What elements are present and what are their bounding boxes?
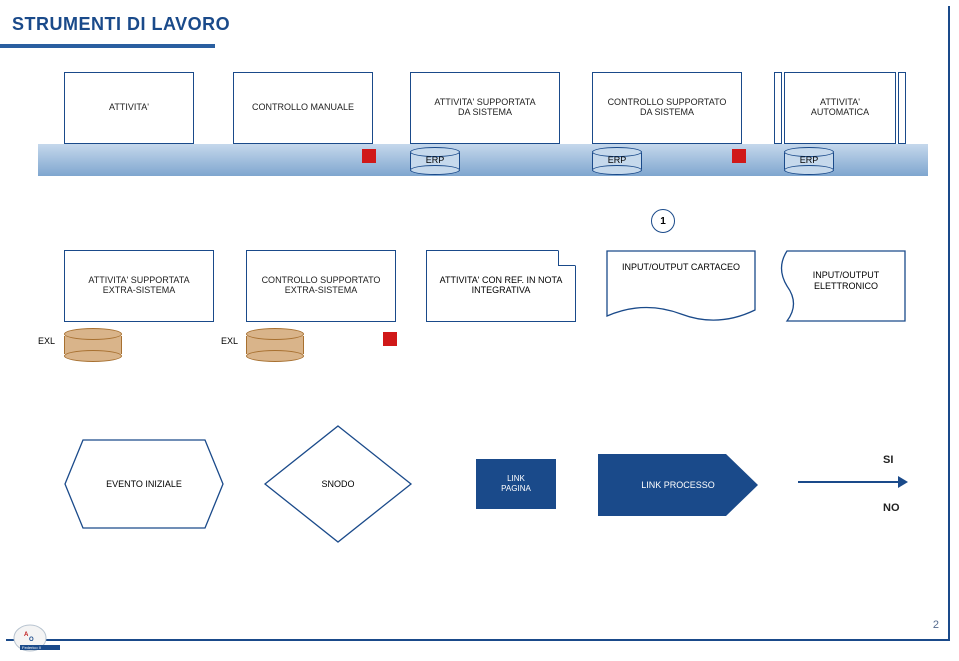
red-marker (732, 149, 746, 163)
label: CONTROLLO MANUALE (252, 103, 354, 113)
box-controllo-manuale: CONTROLLO MANUALE (233, 72, 373, 144)
decision-arrow (798, 476, 906, 488)
circle-number: 1 (651, 209, 675, 233)
note-box: ATTIVITA' CON REF. IN NOTA INTEGRATIVA (426, 250, 576, 322)
label: ELETTRONICO (814, 281, 878, 291)
label: ATTIVITA' (109, 103, 149, 113)
red-marker (383, 332, 397, 346)
diamond-label: SNODO (263, 424, 413, 544)
red-marker (362, 149, 376, 163)
label: DA SISTEMA (640, 108, 694, 118)
box-attivita: ATTIVITA' (64, 72, 194, 144)
automatica-side-right (898, 72, 906, 144)
logo-icon: A O Federico II (12, 621, 72, 655)
box-attivita-automatica: ATTIVITA' AUTOMATICA (784, 72, 896, 144)
label: LINK (507, 474, 525, 484)
si-label: SI (883, 454, 893, 466)
link-pagina: LINK PAGINA (476, 459, 556, 509)
box-controllo-supportato: CONTROLLO SUPPORTATO DA SISTEMA (592, 72, 742, 144)
svg-text:Federico II: Federico II (22, 645, 41, 650)
label: PAGINA (501, 484, 531, 494)
box-controllo-extra: CONTROLLO SUPPORTATO EXTRA-SISTEMA (246, 250, 396, 322)
no-label: NO (883, 502, 900, 514)
erp-label: ERP (592, 155, 642, 165)
label: INPUT/OUTPUT (813, 270, 880, 280)
label: EXTRA-SISTEMA (103, 286, 176, 296)
label: EXTRA-SISTEMA (285, 286, 358, 296)
exl-cylinder (246, 332, 304, 358)
svg-text:O: O (29, 637, 34, 643)
link-processo: LINK PROCESSO (598, 454, 758, 516)
exl-cylinder (64, 332, 122, 358)
edoc-label: INPUT/OUTPUT ELETTRONICO (786, 270, 906, 292)
erp-cylinder: ERP (784, 150, 834, 172)
erp-cylinder: ERP (592, 150, 642, 172)
hexagon-label: EVENTO INIZIALE (64, 439, 224, 529)
paper-label: INPUT/OUTPUT CARTACEO (606, 262, 756, 272)
erp-label: ERP (410, 155, 460, 165)
exl-label: EXL (221, 336, 238, 346)
label: AUTOMATICA (811, 108, 869, 118)
automatica-side-left (774, 72, 782, 144)
label: DA SISTEMA (458, 108, 512, 118)
box-attivita-supportata: ATTIVITA' SUPPORTATA DA SISTEMA (410, 72, 560, 144)
box-supportata-extra: ATTIVITA' SUPPORTATA EXTRA-SISTEMA (64, 250, 214, 322)
erp-label: ERP (784, 155, 834, 165)
erp-cylinder: ERP (410, 150, 460, 172)
page-number: 2 (933, 619, 939, 631)
exl-label: EXL (38, 336, 55, 346)
label: INTEGRATIVA (472, 286, 531, 296)
